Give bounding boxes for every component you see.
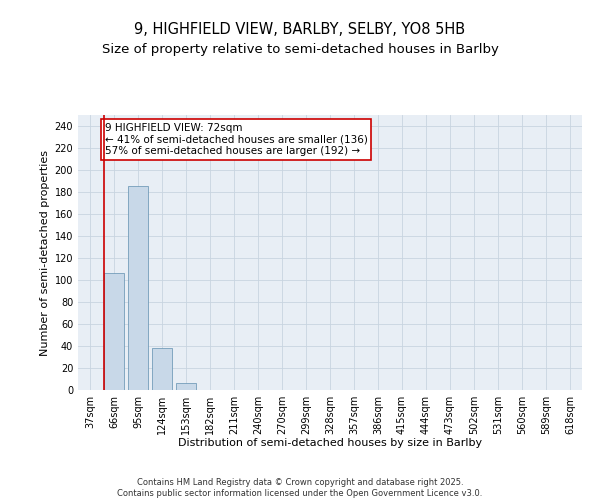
Bar <box>152 348 172 390</box>
Bar <box>128 186 148 390</box>
Text: Size of property relative to semi-detached houses in Barlby: Size of property relative to semi-detach… <box>101 42 499 56</box>
Text: 9 HIGHFIELD VIEW: 72sqm
← 41% of semi-detached houses are smaller (136)
57% of s: 9 HIGHFIELD VIEW: 72sqm ← 41% of semi-de… <box>105 122 368 156</box>
Text: 9, HIGHFIELD VIEW, BARLBY, SELBY, YO8 5HB: 9, HIGHFIELD VIEW, BARLBY, SELBY, YO8 5H… <box>134 22 466 38</box>
Text: Contains HM Land Registry data © Crown copyright and database right 2025.
Contai: Contains HM Land Registry data © Crown c… <box>118 478 482 498</box>
Bar <box>104 274 124 390</box>
Y-axis label: Number of semi-detached properties: Number of semi-detached properties <box>40 150 50 356</box>
Bar <box>176 384 196 390</box>
X-axis label: Distribution of semi-detached houses by size in Barlby: Distribution of semi-detached houses by … <box>178 438 482 448</box>
